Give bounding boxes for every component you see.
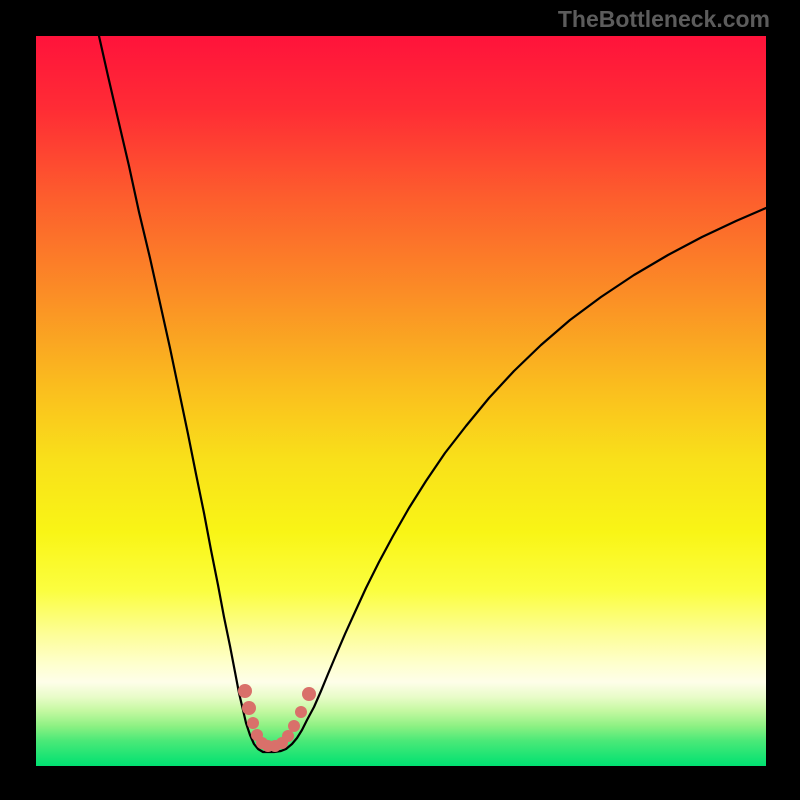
curve-layer xyxy=(36,36,766,766)
valley-marker xyxy=(295,706,307,718)
valley-marker xyxy=(238,684,252,698)
watermark-text: TheBottleneck.com xyxy=(558,6,770,33)
valley-marker xyxy=(288,720,300,732)
valley-marker xyxy=(247,717,259,729)
valley-marker xyxy=(242,701,256,715)
plot-area xyxy=(36,36,766,766)
chart-container: TheBottleneck.com xyxy=(0,0,800,800)
bottleneck-curve xyxy=(99,36,766,752)
valley-marker xyxy=(282,730,294,742)
valley-marker xyxy=(302,687,316,701)
